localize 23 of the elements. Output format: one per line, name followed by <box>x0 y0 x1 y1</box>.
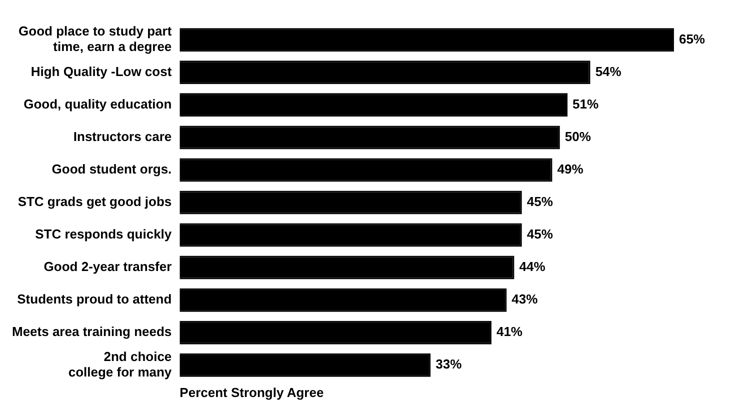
data-label: 45% <box>526 226 554 242</box>
data-label: 51% <box>572 96 599 112</box>
x-axis-title: Percent Strongly Agree <box>180 384 324 400</box>
y-tick-label: Good 2-year transfer <box>44 259 172 274</box>
data-label: 65% <box>678 31 706 46</box>
y-tick-label: Meets area training needs <box>12 324 172 340</box>
y-tick-label: Good place to study part time, earn a degree <box>18 24 172 54</box>
y-tick-label: Good student orgs. <box>52 162 172 177</box>
data-label: 49% <box>557 162 584 177</box>
data-label: 45% <box>526 194 554 210</box>
data-label: 54% <box>595 64 622 79</box>
y-tick-label: STC grads get good jobs <box>18 194 172 210</box>
y-tick-label: STC responds quickly <box>35 226 172 242</box>
data-label: 41% <box>496 324 523 340</box>
data-label: 50% <box>564 129 592 144</box>
y-tick-label: Good, quality education <box>24 96 172 112</box>
data-label: 44% <box>519 259 546 274</box>
data-label: 33% <box>436 356 462 372</box>
y-tick-label: 2nd choice college for many <box>68 348 172 380</box>
y-tick-label: Students proud to attend <box>17 292 172 307</box>
y-tick-label: Instructors care <box>73 129 172 144</box>
y-tick-label: High Quality -Low cost <box>30 64 172 79</box>
data-label: 43% <box>512 292 538 307</box>
